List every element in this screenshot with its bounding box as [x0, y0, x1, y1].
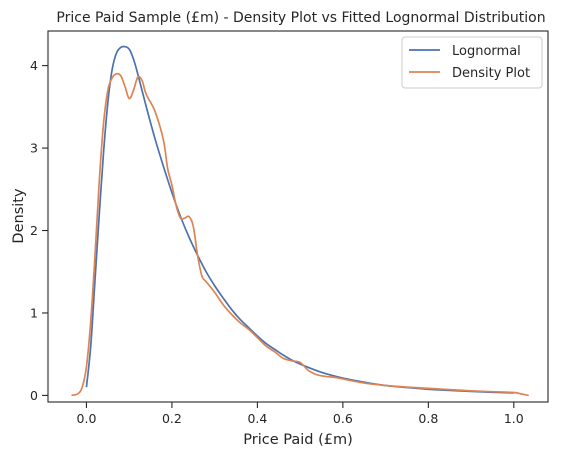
y-tick-label: 2 [30, 223, 38, 238]
y-tick-label: 0 [30, 388, 38, 403]
y-tick-label: 3 [30, 141, 38, 156]
x-tick-label: 0.2 [162, 411, 182, 426]
y-tick-label: 1 [30, 305, 38, 320]
x-tick-label: 1.0 [504, 411, 524, 426]
x-tick-label: 0.6 [333, 411, 353, 426]
x-axis-label: Price Paid (£m) [243, 432, 352, 448]
y-tick-label: 4 [30, 58, 38, 73]
series-line-lognormal [85, 45, 514, 394]
x-tick-label: 0.4 [247, 411, 267, 426]
legend: Lognormal Density Plot [401, 36, 543, 89]
legend-label-lognormal: Lognormal [452, 44, 521, 59]
legend-label-density-plot: Density Plot [452, 66, 530, 81]
y-axis-label: Density [11, 188, 27, 244]
series-line-density-plot [71, 72, 529, 397]
series-layer [71, 45, 529, 397]
x-tick-label: 0.8 [418, 411, 438, 426]
x-axis: 0.0 0.2 0.4 0.6 0.8 1.0 [77, 402, 524, 426]
x-tick-label: 0.0 [77, 411, 97, 426]
chart-title: Price Paid Sample (£m) - Density Plot vs… [56, 10, 545, 26]
y-axis: 0 1 2 3 4 [30, 58, 48, 403]
plot-frame [47, 30, 549, 403]
